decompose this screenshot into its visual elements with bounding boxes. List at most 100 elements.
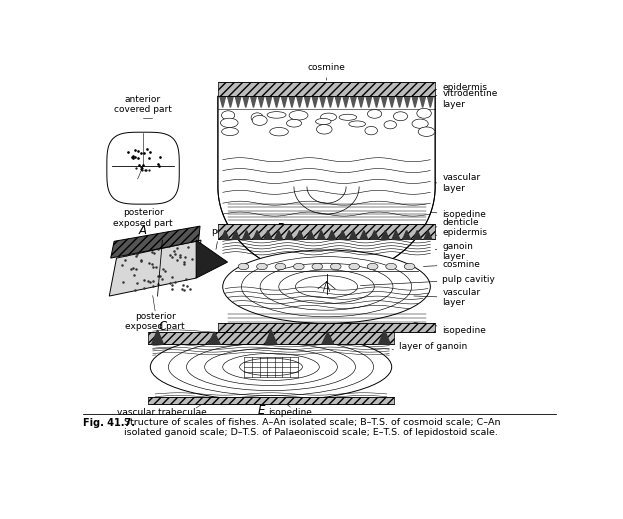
Bar — [218, 83, 435, 96]
Ellipse shape — [150, 333, 392, 401]
Polygon shape — [220, 96, 226, 107]
Polygon shape — [243, 96, 249, 107]
Text: isopedine: isopedine — [430, 210, 487, 220]
Polygon shape — [420, 96, 426, 107]
Polygon shape — [235, 96, 241, 107]
Text: cosmine: cosmine — [424, 260, 480, 269]
Polygon shape — [381, 96, 387, 107]
Ellipse shape — [267, 112, 286, 118]
Polygon shape — [322, 332, 333, 344]
Polygon shape — [152, 330, 163, 344]
Text: vascular
layer: vascular layer — [414, 288, 480, 307]
Ellipse shape — [316, 118, 331, 125]
Text: epidermis: epidermis — [435, 228, 487, 237]
Text: pulp cavitiy: pulp cavitiy — [361, 275, 495, 285]
Ellipse shape — [312, 263, 323, 270]
Polygon shape — [366, 96, 372, 107]
Ellipse shape — [386, 263, 396, 270]
Ellipse shape — [404, 263, 415, 270]
Polygon shape — [389, 96, 395, 107]
Polygon shape — [221, 230, 229, 239]
Polygon shape — [196, 240, 227, 278]
Polygon shape — [379, 330, 390, 344]
Ellipse shape — [251, 113, 264, 122]
Polygon shape — [392, 230, 400, 239]
Ellipse shape — [384, 121, 396, 129]
Text: vascular trabeculae: vascular trabeculae — [118, 408, 207, 417]
Polygon shape — [328, 230, 336, 239]
Ellipse shape — [252, 115, 267, 126]
Text: D: D — [276, 332, 285, 345]
Ellipse shape — [275, 263, 286, 270]
Polygon shape — [111, 226, 200, 258]
Polygon shape — [209, 332, 220, 344]
Polygon shape — [351, 96, 356, 107]
Polygon shape — [285, 230, 293, 239]
Bar — [148, 397, 394, 404]
Polygon shape — [275, 230, 282, 239]
Ellipse shape — [287, 119, 302, 127]
Ellipse shape — [221, 118, 238, 128]
Polygon shape — [404, 96, 410, 107]
Polygon shape — [381, 230, 389, 239]
Polygon shape — [289, 96, 295, 107]
Ellipse shape — [339, 114, 356, 120]
Polygon shape — [427, 96, 433, 107]
Polygon shape — [320, 96, 326, 107]
Text: denticle: denticle — [433, 217, 479, 228]
Text: C: C — [158, 320, 166, 333]
Polygon shape — [254, 230, 261, 239]
Polygon shape — [273, 96, 280, 107]
Text: posterior
exposed part: posterior exposed part — [125, 312, 185, 332]
Polygon shape — [266, 96, 272, 107]
Polygon shape — [424, 230, 432, 239]
Polygon shape — [307, 230, 315, 239]
Text: Fig. 41.7.: Fig. 41.7. — [83, 418, 135, 428]
Text: vitrodentine
layer: vitrodentine layer — [435, 89, 498, 109]
Polygon shape — [282, 96, 287, 107]
Polygon shape — [360, 230, 368, 239]
Text: epidermis: epidermis — [435, 83, 487, 91]
Ellipse shape — [257, 263, 267, 270]
Polygon shape — [265, 330, 277, 344]
Polygon shape — [232, 230, 240, 239]
Polygon shape — [297, 96, 303, 107]
Text: layer of ganoin: layer of ganoin — [392, 342, 467, 350]
Bar — [148, 332, 394, 344]
Polygon shape — [350, 230, 357, 239]
Text: Structure of scales of fishes. A–An isolated scale; B–T.S. of cosmoid scale; C–A: Structure of scales of fishes. A–An isol… — [124, 418, 500, 438]
Ellipse shape — [270, 128, 288, 136]
Ellipse shape — [223, 250, 430, 323]
Text: B: B — [277, 222, 285, 235]
Polygon shape — [242, 230, 250, 239]
Text: isopedine: isopedine — [269, 408, 312, 417]
Text: A: A — [139, 224, 147, 237]
Ellipse shape — [222, 128, 239, 135]
Polygon shape — [335, 96, 341, 107]
Text: vascular
layer: vascular layer — [435, 173, 480, 193]
Polygon shape — [218, 96, 435, 278]
Polygon shape — [259, 96, 264, 107]
Ellipse shape — [289, 111, 308, 120]
Text: E: E — [258, 404, 265, 417]
Ellipse shape — [412, 119, 428, 128]
Ellipse shape — [316, 125, 332, 134]
Ellipse shape — [321, 113, 336, 121]
Text: peg: peg — [211, 227, 228, 249]
Polygon shape — [328, 96, 333, 107]
Text: cosmine: cosmine — [308, 63, 346, 80]
Polygon shape — [412, 96, 418, 107]
Polygon shape — [374, 96, 379, 107]
Ellipse shape — [222, 111, 235, 120]
Ellipse shape — [368, 110, 382, 118]
Text: posterior
exposed part: posterior exposed part — [113, 208, 173, 227]
Polygon shape — [296, 230, 303, 239]
Polygon shape — [107, 132, 179, 204]
Polygon shape — [264, 230, 272, 239]
Polygon shape — [371, 230, 378, 239]
Ellipse shape — [238, 263, 249, 270]
Ellipse shape — [394, 112, 407, 121]
Ellipse shape — [365, 127, 378, 135]
Ellipse shape — [349, 121, 366, 127]
Bar — [218, 224, 435, 239]
